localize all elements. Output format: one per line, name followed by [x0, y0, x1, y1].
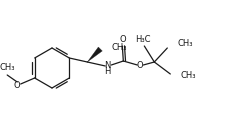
Text: H: H [104, 68, 110, 77]
Text: CH₃: CH₃ [111, 42, 126, 51]
Text: H₃C: H₃C [135, 35, 150, 44]
Text: CH₃: CH₃ [180, 71, 195, 80]
Text: O: O [118, 35, 125, 44]
Text: O: O [14, 80, 20, 90]
Text: N: N [104, 61, 110, 70]
Text: CH₃: CH₃ [176, 40, 192, 49]
Text: CH₃: CH₃ [0, 64, 15, 73]
Polygon shape [87, 47, 102, 62]
Text: O: O [136, 61, 142, 70]
